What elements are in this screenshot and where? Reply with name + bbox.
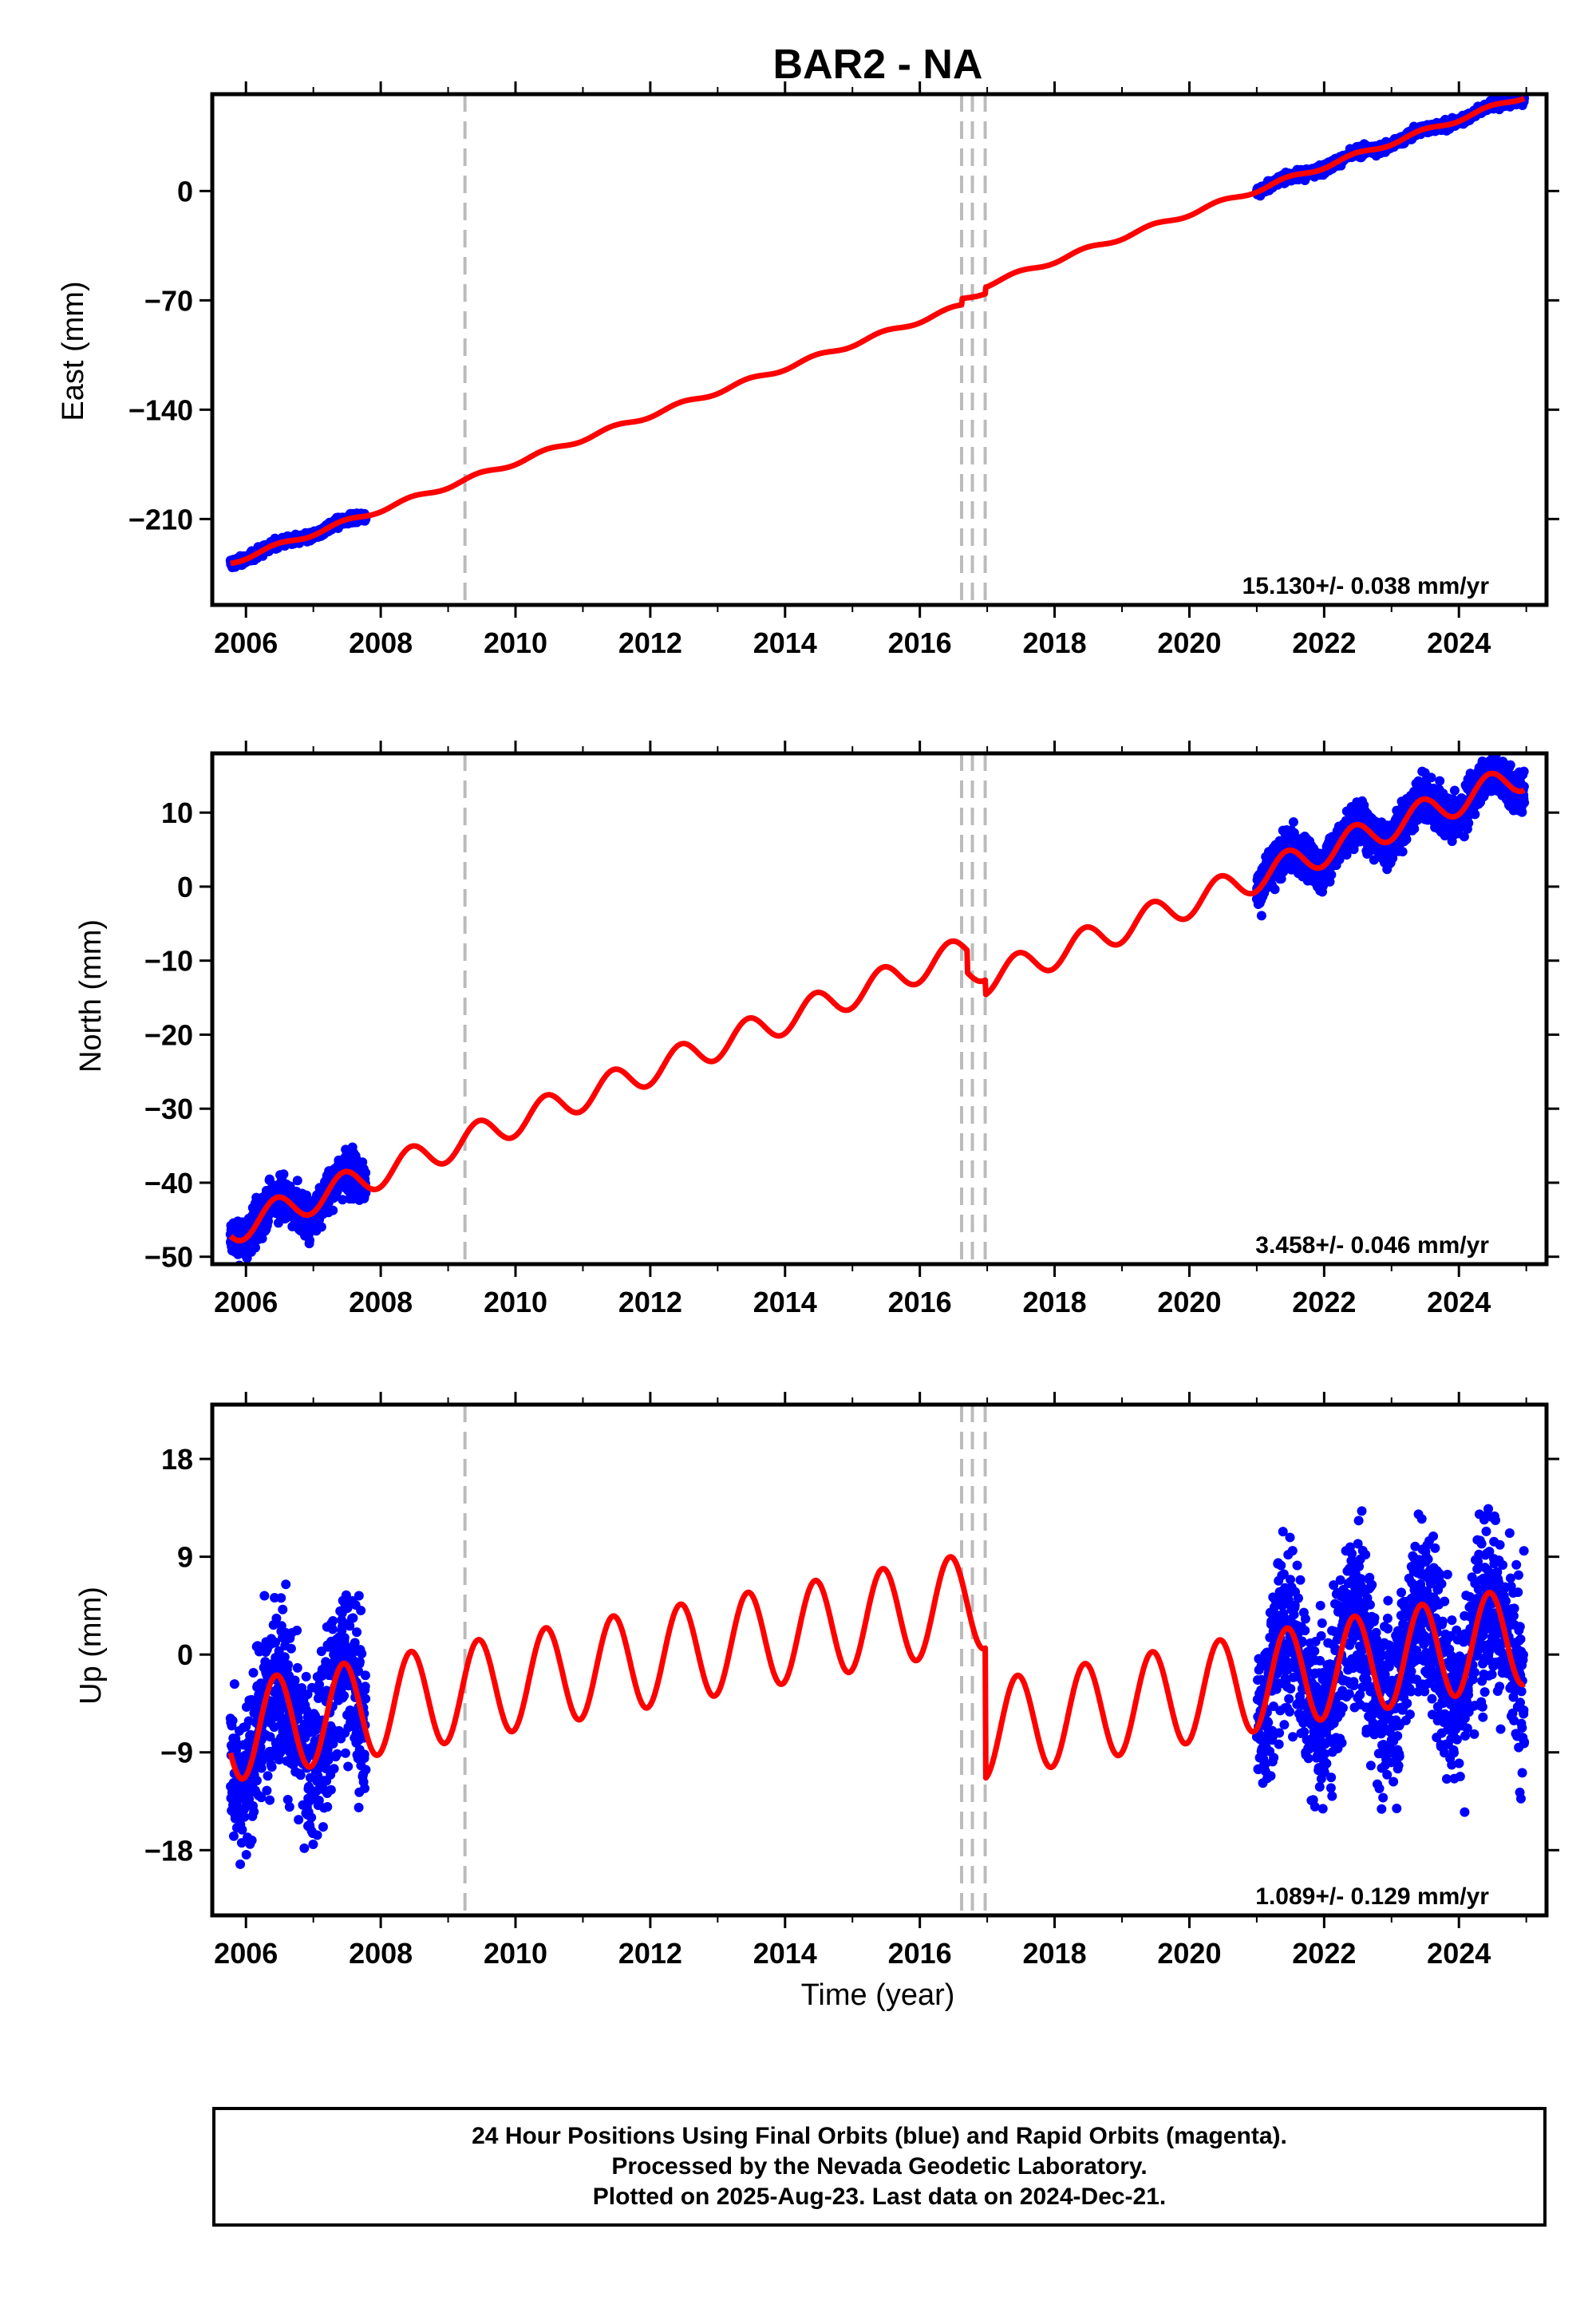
north-y-tick-label: −30 bbox=[144, 1093, 193, 1125]
north-data-point bbox=[1435, 776, 1445, 786]
north-data-point bbox=[1256, 911, 1266, 921]
up-data-point bbox=[267, 1761, 277, 1772]
north-x-tick-label: 2018 bbox=[1023, 1286, 1087, 1318]
east-y-tick-label: 0 bbox=[177, 175, 193, 207]
east-x-tick-label: 2022 bbox=[1292, 626, 1356, 659]
up-data-point bbox=[286, 1643, 296, 1654]
north-x-tick-label: 2016 bbox=[888, 1286, 952, 1318]
up-y-axis-label: Up (mm) bbox=[74, 1587, 108, 1705]
east-y-tick-label: −140 bbox=[128, 393, 193, 426]
north-data-points bbox=[225, 753, 1530, 1264]
up-data-point bbox=[299, 1843, 310, 1853]
north-data-point bbox=[251, 1243, 261, 1253]
east-x-tick-label: 2014 bbox=[753, 626, 817, 659]
north-y-tick-label: −50 bbox=[144, 1241, 193, 1274]
east-y-axis-label: East (mm) bbox=[57, 281, 90, 421]
east-x-tick-label: 2020 bbox=[1157, 626, 1221, 659]
north-x-tick-label: 2012 bbox=[618, 1286, 682, 1318]
up-data-point bbox=[263, 1771, 273, 1781]
north-y-tick-label: −20 bbox=[144, 1018, 193, 1051]
north-data-point bbox=[279, 1169, 289, 1180]
east-x-tick-label: 2006 bbox=[214, 626, 278, 659]
east-data-points bbox=[225, 94, 1530, 572]
north-data-point bbox=[1505, 760, 1515, 770]
up-rate-label: 1.089+/- 0.129 mm/yr bbox=[1255, 1883, 1489, 1910]
north-x-tick-label: 2024 bbox=[1427, 1286, 1491, 1318]
north-data-point bbox=[1426, 773, 1436, 783]
up-data-point bbox=[294, 1815, 304, 1825]
north-data-point bbox=[328, 1205, 338, 1215]
up-data-point bbox=[265, 1795, 275, 1805]
north-data-point bbox=[1401, 834, 1412, 844]
east-model-line bbox=[228, 96, 1527, 567]
north-y-tick-label: 0 bbox=[177, 871, 193, 903]
up-data-point bbox=[306, 1812, 317, 1823]
east-x-tick-label: 2016 bbox=[888, 626, 952, 659]
east-x-tick-label: 2012 bbox=[618, 626, 682, 659]
up-data-point bbox=[241, 1849, 251, 1860]
up-data-point bbox=[281, 1579, 291, 1590]
north-data-point bbox=[292, 1176, 302, 1186]
east-x-tick-label: 2018 bbox=[1023, 626, 1087, 659]
up-data-point bbox=[262, 1785, 272, 1796]
north-x-tick-label: 2022 bbox=[1292, 1286, 1356, 1318]
north-y-axis-label: North (mm) bbox=[74, 919, 108, 1073]
north-data-point bbox=[1470, 809, 1480, 820]
north-data-point bbox=[1409, 824, 1420, 834]
east-x-tick-label: 2024 bbox=[1427, 626, 1491, 659]
up-data-point bbox=[276, 1593, 286, 1603]
north-x-tick-label: 2020 bbox=[1157, 1286, 1221, 1318]
up-data-point bbox=[259, 1591, 270, 1601]
east-rate-label: 15.130+/- 0.038 mm/yr bbox=[1242, 573, 1490, 599]
up-data-point bbox=[251, 1776, 262, 1786]
north-y-tick-label: 10 bbox=[161, 796, 193, 829]
east-plot-frame bbox=[210, 92, 1549, 607]
east-x-tick-label: 2010 bbox=[484, 626, 547, 659]
up-data-point bbox=[282, 1660, 293, 1670]
north-data-point bbox=[1519, 797, 1530, 808]
north-x-tick-label: 2010 bbox=[484, 1286, 547, 1318]
north-x-tick-label: 2008 bbox=[349, 1286, 413, 1318]
east-panel: East (mm) 15.130+/- 0.038 mm/yr 2006 2008… bbox=[57, 81, 1559, 659]
up-data-point bbox=[301, 1671, 311, 1682]
up-data-point bbox=[308, 1840, 318, 1850]
up-data-point bbox=[235, 1859, 246, 1869]
up-data-point bbox=[278, 1604, 288, 1614]
up-panel: Up (mm) 1.089+/- 0.129 mm/yr 2006 2008 201… bbox=[74, 1392, 1559, 1970]
up-data-point bbox=[229, 1679, 239, 1690]
east-x-tick-label: 2008 bbox=[349, 626, 413, 659]
north-data-point bbox=[305, 1235, 315, 1246]
north-x-tick-label: 2006 bbox=[214, 1286, 278, 1318]
north-rate-label: 3.458+/- 0.046 mm/yr bbox=[1255, 1232, 1489, 1259]
north-data-point bbox=[1464, 818, 1474, 828]
north-y-tick-label: −40 bbox=[144, 1167, 193, 1199]
up-data-point bbox=[284, 1802, 294, 1812]
north-data-point bbox=[361, 1168, 371, 1178]
up-data-point bbox=[248, 1668, 259, 1678]
north-data-point bbox=[1288, 817, 1298, 828]
up-data-point bbox=[227, 1716, 238, 1726]
north-y-tick-label: −10 bbox=[144, 945, 193, 978]
up-data-point bbox=[290, 1675, 300, 1686]
up-data-point bbox=[249, 1807, 259, 1817]
up-data-point bbox=[239, 1812, 250, 1822]
north-x-tick-label: 2014 bbox=[753, 1286, 817, 1318]
north-data-point bbox=[316, 1222, 326, 1232]
up-data-point bbox=[247, 1836, 257, 1846]
east-y-tick-label: −210 bbox=[128, 503, 193, 536]
up-data-point bbox=[228, 1831, 239, 1841]
north-data-point bbox=[1397, 847, 1408, 857]
north-panel: North (mm) 3.458+/- 0.046 mm/yr 2006 2008… bbox=[74, 741, 1559, 1318]
up-data-point bbox=[292, 1625, 302, 1635]
north-data-point bbox=[1519, 766, 1529, 777]
north-data-point bbox=[1270, 884, 1280, 895]
east-y-tick-label: −70 bbox=[144, 284, 193, 317]
north-data-point bbox=[1449, 785, 1460, 796]
up-data-point bbox=[292, 1662, 302, 1673]
north-data-point bbox=[1326, 870, 1337, 880]
chart-title: BAR2 - NA bbox=[773, 41, 983, 88]
